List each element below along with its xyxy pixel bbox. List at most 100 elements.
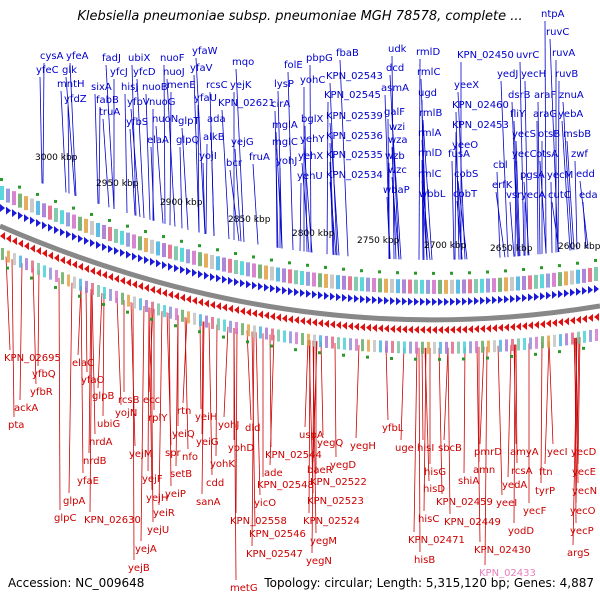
gene-label[interactable]: yecD (571, 447, 597, 458)
gene-label[interactable]: bglX (301, 114, 323, 125)
gene-label[interactable]: fbaB (336, 48, 359, 59)
gene-label[interactable]: KPN_02522 (310, 477, 367, 488)
gene-label[interactable]: hisC (418, 514, 439, 525)
gene-label[interactable]: galF (384, 107, 405, 118)
gene-label[interactable]: yecM (547, 170, 573, 181)
gene-label[interactable]: yfeC (36, 65, 59, 76)
gene-label[interactable]: KPN_02548 (257, 480, 314, 491)
gene-label[interactable]: amn (473, 465, 495, 476)
gene-label[interactable]: yedA (502, 480, 527, 491)
gene-label[interactable]: ruvC (546, 27, 569, 38)
gene-label[interactable]: KPN_02544 (265, 450, 322, 461)
gene-label[interactable]: ade (264, 468, 283, 479)
gene-label[interactable]: pbpG (306, 53, 333, 64)
gene-label[interactable]: rmlC (417, 67, 440, 78)
gene-label[interactable]: sixA (91, 82, 112, 93)
gene-label[interactable]: folE (284, 60, 303, 71)
gene-label[interactable]: rmlD (416, 47, 440, 58)
gene-label[interactable]: uge (395, 443, 414, 454)
gene-label[interactable]: KPN_02546 (249, 529, 306, 540)
gene-label[interactable]: cdd (206, 478, 224, 489)
gene-label[interactable]: msbB (563, 129, 591, 140)
gene-label[interactable]: mqo (232, 57, 254, 68)
gene-label[interactable]: rcsC (206, 80, 228, 91)
gene-label[interactable]: amyA (510, 447, 539, 458)
gene-label[interactable]: glpA (63, 496, 85, 507)
gene-label[interactable]: KPN_02459 (436, 497, 493, 508)
gene-label[interactable]: ntpA (541, 9, 565, 20)
gene-label[interactable]: hisB (414, 555, 435, 566)
gene-label[interactable]: yejM (129, 449, 152, 460)
gene-label[interactable]: nrdA (89, 437, 113, 448)
gene-label[interactable]: rplY (148, 413, 168, 424)
gene-label[interactable]: yeiR (153, 508, 175, 519)
gene-label[interactable]: argS (567, 548, 590, 559)
gene-label[interactable]: yodD (508, 526, 534, 537)
gene-label[interactable]: rcsA (511, 466, 533, 477)
gene-label[interactable]: KPN_02539 (326, 111, 383, 122)
gene-label[interactable]: bcr (226, 158, 243, 169)
gene-label[interactable]: yfaW (192, 46, 218, 57)
gene-label[interactable]: yedJ (497, 69, 518, 80)
gene-label[interactable]: yebA (558, 109, 583, 120)
gene-label[interactable]: ubiG (97, 419, 120, 430)
gene-label[interactable]: glpT (178, 116, 200, 127)
gene-label[interactable]: glpQ (176, 135, 199, 146)
gene-label[interactable]: KPN_02430 (474, 545, 531, 556)
gene-label[interactable]: yfcJ (110, 67, 128, 78)
gene-label[interactable]: yojI (199, 151, 217, 162)
gene-label[interactable]: pgsA (520, 170, 545, 181)
gene-label[interactable]: yehX (298, 151, 323, 162)
gene-label[interactable]: yeeX (454, 80, 479, 91)
gene-label[interactable]: ubiX (128, 53, 150, 64)
gene-label[interactable]: nuoG (149, 97, 176, 108)
gene-label[interactable]: ackA (14, 403, 38, 414)
gene-label[interactable]: KPN_02545 (324, 90, 381, 101)
gene-label[interactable]: araF (534, 90, 556, 101)
gene-label[interactable]: yeiH (195, 412, 217, 423)
gene-label[interactable]: yegQ (317, 438, 343, 449)
gene-label[interactable]: fabB (96, 95, 119, 106)
gene-label[interactable]: truA (99, 107, 120, 118)
gene-label[interactable]: yejF (142, 474, 163, 485)
gene-label[interactable]: nuoF (160, 53, 185, 64)
gene-label[interactable]: mglA (272, 120, 298, 131)
gene-label[interactable]: cysA (40, 51, 64, 62)
gene-label[interactable]: yegN (306, 556, 332, 567)
gene-label[interactable]: yfaO (81, 375, 105, 386)
gene-label[interactable]: cirA (271, 99, 290, 110)
gene-label[interactable]: yohJ (218, 420, 239, 431)
gene-label[interactable]: sanA (196, 497, 221, 508)
gene-label[interactable]: hisG (424, 467, 446, 478)
gene-label[interactable]: shiA (458, 476, 479, 487)
gene-label[interactable]: yfaU (194, 93, 217, 104)
gene-label[interactable]: alkB (203, 132, 225, 143)
gene-label[interactable]: erfK (492, 180, 513, 191)
gene-label[interactable]: fadJ (102, 53, 121, 64)
gene-label[interactable]: asmA (381, 83, 409, 94)
gene-label[interactable]: yfeA (66, 51, 89, 62)
gene-label[interactable]: yfcD (133, 67, 156, 78)
gene-label[interactable]: lysP (274, 79, 294, 90)
gene-label[interactable]: yohC (300, 75, 325, 86)
gene-label[interactable]: ugd (418, 88, 437, 99)
gene-label[interactable]: setB (170, 469, 192, 480)
gene-label[interactable]: menE (167, 80, 196, 91)
gene-label[interactable]: eda (579, 190, 598, 201)
gene-label[interactable]: KPN_02534 (326, 170, 383, 181)
gene-label[interactable]: pmrD (474, 447, 502, 458)
gene-label[interactable]: yejK (230, 80, 252, 91)
gene-label[interactable]: yfbS (126, 117, 148, 128)
gene-label[interactable]: ftn (539, 467, 553, 478)
gene-label[interactable]: yejA (135, 544, 157, 555)
gene-label[interactable]: yeeI (496, 498, 517, 509)
gene-label[interactable]: pta (8, 420, 24, 431)
gene-label[interactable]: hisI (417, 443, 434, 454)
gene-label[interactable]: rcsB (118, 395, 140, 406)
gene-label[interactable]: nuoB (142, 82, 168, 93)
gene-label[interactable]: uvrC (516, 50, 539, 61)
gene-label[interactable]: yfaE (77, 476, 99, 487)
gene-label[interactable]: KPN_02433 (479, 568, 536, 579)
gene-label[interactable]: tyrP (535, 486, 555, 497)
